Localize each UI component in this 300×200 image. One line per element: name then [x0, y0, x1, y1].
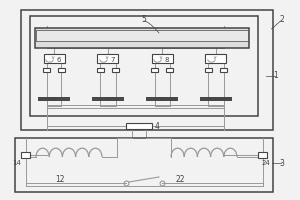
Bar	[258, 152, 267, 158]
Bar	[15, 138, 273, 192]
Bar	[30, 16, 258, 116]
Text: 14: 14	[12, 160, 21, 166]
Text: 6: 6	[56, 57, 61, 63]
Bar	[205, 68, 212, 72]
Bar	[220, 68, 227, 72]
Text: 2: 2	[280, 16, 284, 24]
Text: 12: 12	[55, 176, 65, 184]
Text: 4: 4	[154, 122, 159, 131]
Text: 8: 8	[164, 57, 169, 63]
Text: 5: 5	[142, 16, 146, 24]
Bar	[43, 68, 50, 72]
Bar	[21, 10, 273, 130]
Bar	[206, 54, 226, 63]
Bar	[151, 68, 158, 72]
Bar	[58, 68, 65, 72]
Text: 24: 24	[261, 160, 270, 166]
Bar	[166, 68, 173, 72]
Bar	[112, 68, 119, 72]
Bar	[97, 68, 104, 72]
Bar	[126, 123, 152, 129]
Bar	[34, 28, 249, 48]
Bar	[152, 54, 172, 63]
Text: 22: 22	[175, 176, 185, 184]
Bar	[36, 30, 248, 41]
Bar	[21, 152, 30, 158]
Text: 1: 1	[274, 72, 278, 80]
Bar	[98, 54, 118, 63]
Bar	[44, 54, 64, 63]
Text: 3: 3	[280, 160, 284, 168]
Text: 7: 7	[110, 57, 115, 63]
